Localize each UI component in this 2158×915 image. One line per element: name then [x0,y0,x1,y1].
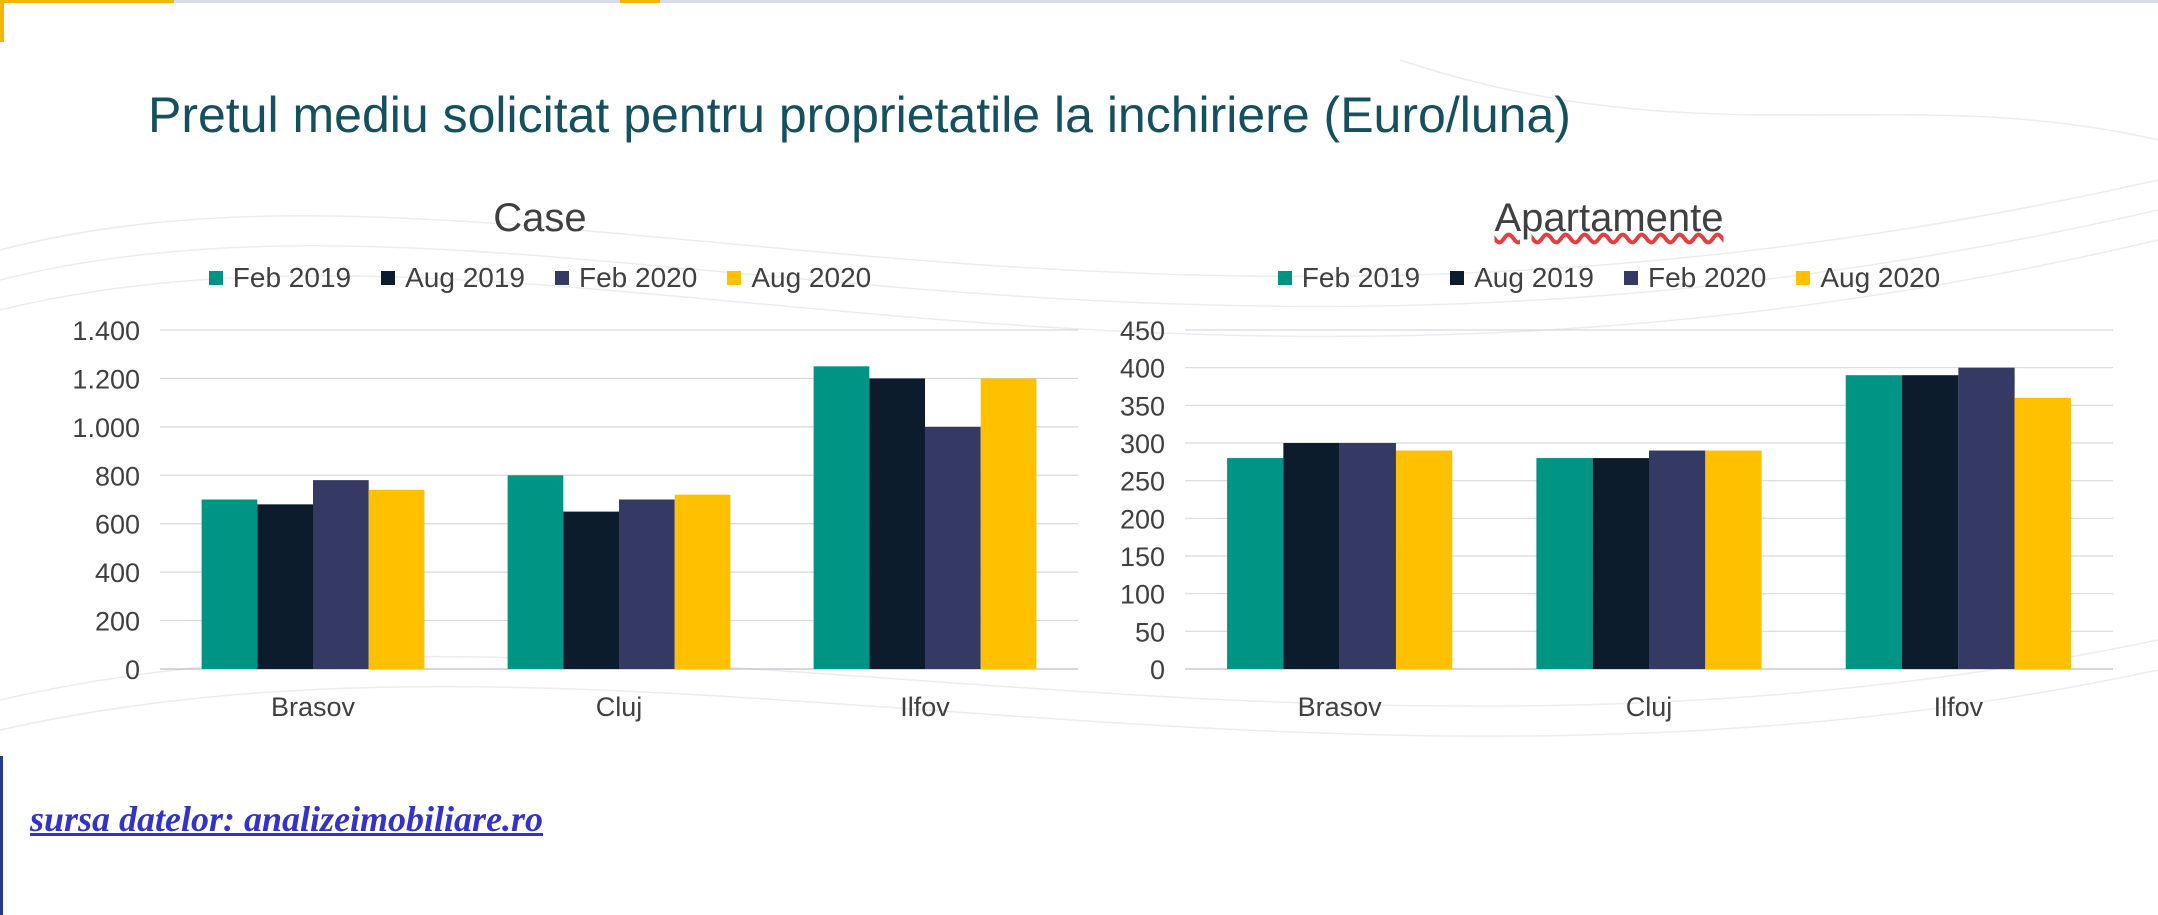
bar [925,426,981,669]
legend-swatch [555,271,569,285]
legend-label: Feb 2019 [232,262,352,293]
chart-legend: Feb 2019 Aug 2019 Feb 2020 Aug 2020 [0,262,1080,294]
legend-item: Aug 2020 [727,262,871,294]
y-tick-label: 450 [1120,316,1165,346]
chart-apartamente-plot: 0 50 100 150 200 250 300 350 400 450 Brasov Cluj Ilf… [1120,316,2113,722]
y-tick-label: 200 [95,607,140,637]
legend-label: Feb 2020 [1648,262,1767,293]
bar [201,499,258,669]
chart-case-plot: 0 200 400 600 800 1.000 1.200 1.400 Brasov Cluj Il… [72,316,1078,722]
chart-title: Case [493,196,587,240]
left-accent-bar [0,756,3,915]
bar [1705,450,1762,669]
legend-label: Aug 2020 [1820,262,1941,293]
y-tick-label: 100 [1120,580,1165,610]
bar [1649,450,1706,669]
legend-item: Feb 2020 [1624,262,1766,294]
top-left-accent [0,0,4,42]
chart-apartamente: 0 50 100 150 200 250 300 350 400 450 Brasov Cluj Ilf… [1060,180,2158,770]
y-tick-label: 600 [95,510,140,540]
legend-swatch [727,271,742,285]
legend-label: Aug 2019 [1474,262,1594,293]
y-tick-label: 150 [1120,542,1165,572]
legend-item: Feb 2019 [208,262,352,294]
y-tick-label: 1.200 [72,364,140,394]
bar [368,489,425,669]
bar [1395,450,1453,669]
legend-label: Feb 2020 [579,262,698,293]
legend-label: Aug 2020 [751,262,872,293]
x-tick-label: Brasov [271,692,356,722]
legend-item: Aug 2019 [1450,262,1594,294]
bar [1592,458,1649,669]
legend-swatch [1796,271,1811,285]
bar [980,378,1037,669]
chart-legend: Feb 2019 Aug 2019 Feb 2020 Aug 2020 [1060,262,2158,294]
top-accent-bar-secondary [620,0,660,3]
y-tick-label: 300 [1120,429,1165,459]
chart-title: Apartamente [1494,196,1724,240]
y-tick-label: 1.000 [72,413,140,443]
bar [1845,375,1903,669]
legend-label: Feb 2019 [1301,262,1421,293]
bar [674,494,731,669]
source-link[interactable]: sursa datelor: analizeimobiliare.ro [30,799,544,839]
y-tick-label: 0 [1150,655,1165,685]
slide-title: Pretul mediu solicitat pentru proprietat… [148,87,1571,143]
y-tick-label: 400 [1120,354,1165,384]
y-tick-label: 350 [1120,391,1165,421]
x-tick-label: Cluj [596,692,643,722]
bar [813,366,870,669]
bar [869,378,925,669]
bar [563,511,619,669]
bar [619,499,675,669]
x-tick-label: Brasov [1298,692,1383,722]
y-tick-label: 200 [1120,504,1165,534]
x-tick-label: Cluj [1626,692,1673,722]
x-tick-label: Ilfov [900,692,950,722]
bar [1283,443,1340,669]
bar [507,475,564,669]
y-tick-label: 0 [125,655,140,685]
top-border-line [0,0,2158,3]
y-tick-label: 250 [1120,467,1165,497]
legend-swatch [1624,271,1638,285]
legend-swatch [1277,271,1292,285]
legend-label: Aug 2019 [405,262,525,293]
y-tick-label: 1.400 [72,316,140,346]
chart-case: 0 200 400 600 800 1.000 1.200 1.400 Brasov Cluj Il… [0,180,1080,770]
legend-item: Aug 2019 [381,262,525,294]
bar [257,504,313,669]
legend-item: Aug 2020 [1796,262,1940,294]
bar [1339,443,1396,669]
bar [1227,458,1284,669]
bar [1902,375,1959,669]
top-accent-bar [4,0,174,3]
x-tick-label: Ilfov [1934,692,1984,722]
legend-swatch [1450,271,1465,285]
bar [1958,367,2015,669]
legend-item: Feb 2020 [555,262,697,294]
y-tick-label: 50 [1135,617,1165,647]
legend-item: Feb 2019 [1277,262,1421,294]
y-tick-label: 400 [95,558,140,588]
bar [1536,458,1593,669]
legend-swatch [208,271,223,285]
bar [313,480,369,669]
y-tick-label: 800 [95,461,140,491]
bar [2014,397,2071,669]
legend-swatch [381,271,396,285]
